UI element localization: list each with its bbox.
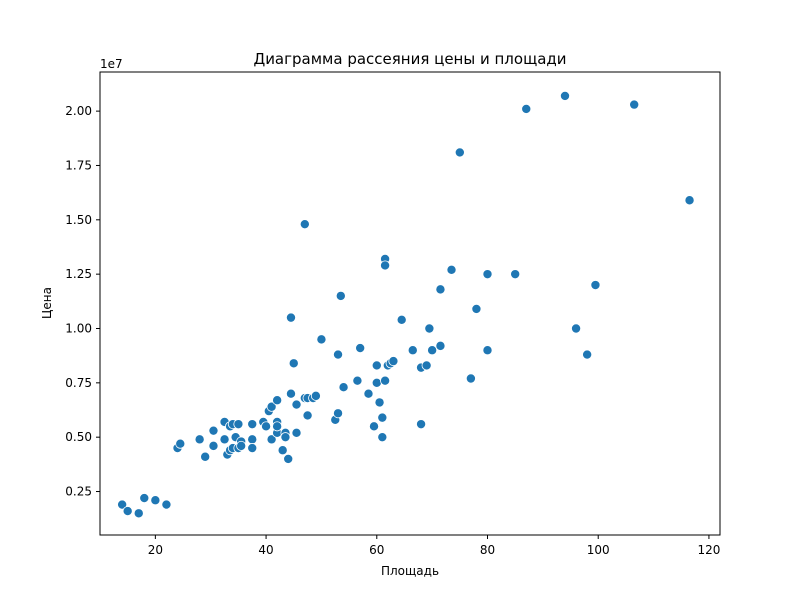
y-tick-label: 2.00 — [65, 104, 92, 118]
data-point — [247, 419, 258, 430]
data-point — [590, 280, 601, 291]
y-axis-label: Цена — [40, 287, 54, 319]
y-tick-label: 0.25 — [65, 485, 92, 499]
data-point — [380, 375, 391, 386]
data-point — [396, 314, 407, 325]
data-point — [236, 440, 247, 451]
y-tick-label: 1.75 — [65, 158, 92, 172]
y-tick-label: 0.50 — [65, 430, 92, 444]
data-point — [247, 443, 258, 454]
data-point — [435, 284, 446, 295]
data-point — [521, 103, 532, 114]
x-tick-label: 120 — [697, 543, 720, 557]
data-point — [482, 269, 493, 280]
data-points — [117, 90, 695, 519]
data-point — [629, 99, 640, 110]
data-point — [272, 395, 283, 406]
data-point — [283, 453, 294, 464]
data-point — [272, 421, 283, 432]
data-point — [335, 290, 346, 301]
x-tick-label: 60 — [369, 543, 384, 557]
data-point — [352, 375, 363, 386]
data-point — [338, 382, 349, 393]
data-point — [175, 438, 186, 449]
data-point — [371, 377, 382, 388]
x-tick-label: 20 — [148, 543, 163, 557]
data-point — [208, 425, 219, 436]
data-point — [150, 495, 161, 506]
data-point — [427, 345, 438, 356]
data-point — [277, 445, 288, 456]
y-offset-label: 1e7 — [100, 57, 123, 71]
data-point — [247, 434, 258, 445]
plot-frame — [99, 71, 721, 536]
data-point — [560, 90, 571, 101]
data-point — [380, 260, 391, 271]
data-point — [465, 373, 476, 384]
data-point — [310, 390, 321, 401]
y-tick-label: 1.25 — [65, 267, 92, 281]
y-tick-label: 0.75 — [65, 376, 92, 390]
data-point — [482, 345, 493, 356]
chart-title: Диаграмма рассеяния цены и площади — [253, 50, 566, 68]
data-point — [133, 508, 144, 519]
data-point — [369, 421, 380, 432]
data-point — [219, 434, 230, 445]
data-point — [377, 432, 388, 443]
data-point — [266, 401, 277, 412]
data-point — [582, 349, 593, 360]
data-point — [377, 412, 388, 423]
data-point — [285, 312, 296, 323]
data-point — [510, 269, 521, 280]
data-point — [117, 499, 128, 510]
x-tick-label: 100 — [587, 543, 610, 557]
data-point — [291, 427, 302, 438]
data-point — [122, 506, 133, 517]
data-point — [407, 345, 418, 356]
y-tick-label: 1.00 — [65, 321, 92, 335]
data-point — [571, 323, 582, 334]
data-point — [446, 264, 457, 275]
data-point — [374, 397, 385, 408]
data-point — [454, 147, 465, 158]
data-point — [291, 399, 302, 410]
data-point — [363, 388, 374, 399]
data-point — [416, 419, 427, 430]
data-point — [208, 440, 219, 451]
data-point — [161, 499, 172, 510]
x-tick-label: 40 — [258, 543, 273, 557]
data-point — [285, 388, 296, 399]
data-point — [233, 419, 244, 430]
data-point — [435, 340, 446, 351]
data-point — [388, 356, 399, 367]
data-point — [299, 219, 310, 230]
x-tick-label: 80 — [480, 543, 495, 557]
data-point — [471, 303, 482, 314]
data-point — [424, 323, 435, 334]
data-point — [355, 343, 366, 354]
data-point — [316, 334, 327, 345]
x-axis-label: Площадь — [381, 564, 439, 578]
data-point — [288, 358, 299, 369]
data-point — [302, 410, 313, 421]
data-point — [261, 421, 272, 432]
data-point — [139, 493, 150, 504]
axis-ticks: 20 40 60 80 100 120 0.25 0.50 0.75 1.00 1.25 1.50 1.… — [65, 104, 720, 557]
data-point — [421, 360, 432, 371]
data-point — [194, 434, 205, 445]
data-point — [684, 195, 695, 206]
data-point — [200, 451, 211, 462]
data-point — [333, 408, 344, 419]
data-point — [371, 360, 382, 371]
data-point — [333, 349, 344, 360]
data-point — [280, 432, 291, 443]
y-tick-label: 1.50 — [65, 213, 92, 227]
data-point — [266, 434, 277, 445]
